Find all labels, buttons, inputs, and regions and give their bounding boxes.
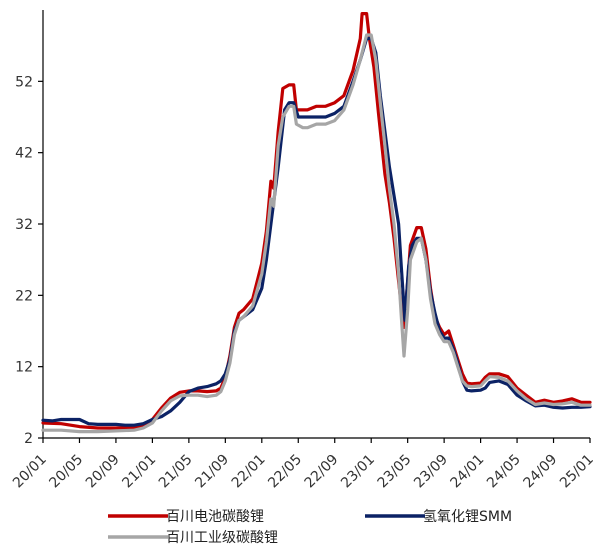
series-lines <box>41 12 592 434</box>
x-tick-label: 21/09 <box>192 452 232 492</box>
x-tick-label: 23/09 <box>411 452 451 492</box>
series-line-2 <box>41 33 592 434</box>
x-tick-label: 20/09 <box>83 452 123 492</box>
series-line-0 <box>41 12 592 430</box>
x-ticks: 20/0120/0520/0921/0121/0521/0922/0122/05… <box>10 438 593 491</box>
y-tick-label: 52 <box>15 74 33 90</box>
x-tick-label: 24/01 <box>448 452 488 492</box>
x-tick-label: 23/05 <box>375 452 415 492</box>
legend-label-1: 氢氧化锂SMM <box>423 509 512 525</box>
x-tick-label: 21/05 <box>156 452 196 492</box>
x-tick-label: 22/01 <box>229 452 269 492</box>
plot-area: 2 12 22 32 42 52 20/0120/0520/0921/0121/0521/… <box>10 10 593 491</box>
x-tick-label: 23/01 <box>338 452 378 492</box>
x-tick-label: 21/01 <box>119 452 159 492</box>
x-tick-label: 22/09 <box>302 452 342 492</box>
y-ticks: 2 12 22 32 42 52 <box>15 74 43 447</box>
series-line-1 <box>41 36 592 427</box>
legend: 百川电池碳酸锂 氢氧化锂SMM 百川工业级碳酸锂 <box>108 509 512 546</box>
y-tick-label: 42 <box>15 146 33 162</box>
x-tick-label: 22/05 <box>265 452 305 492</box>
y-tick-label: 2 <box>24 431 33 447</box>
legend-label-0: 百川电池碳酸锂 <box>166 509 264 525</box>
x-tick-label: 20/01 <box>10 452 50 492</box>
legend-label-2: 百川工业级碳酸锂 <box>166 530 278 546</box>
x-tick-label: 25/01 <box>557 452 593 492</box>
x-tick-label: 20/05 <box>46 452 86 492</box>
x-tick-label: 24/09 <box>521 452 561 492</box>
y-tick-label: 32 <box>15 217 33 233</box>
y-tick-label: 22 <box>15 288 33 304</box>
y-tick-label: 12 <box>15 360 33 376</box>
x-tick-label: 24/05 <box>484 452 524 492</box>
